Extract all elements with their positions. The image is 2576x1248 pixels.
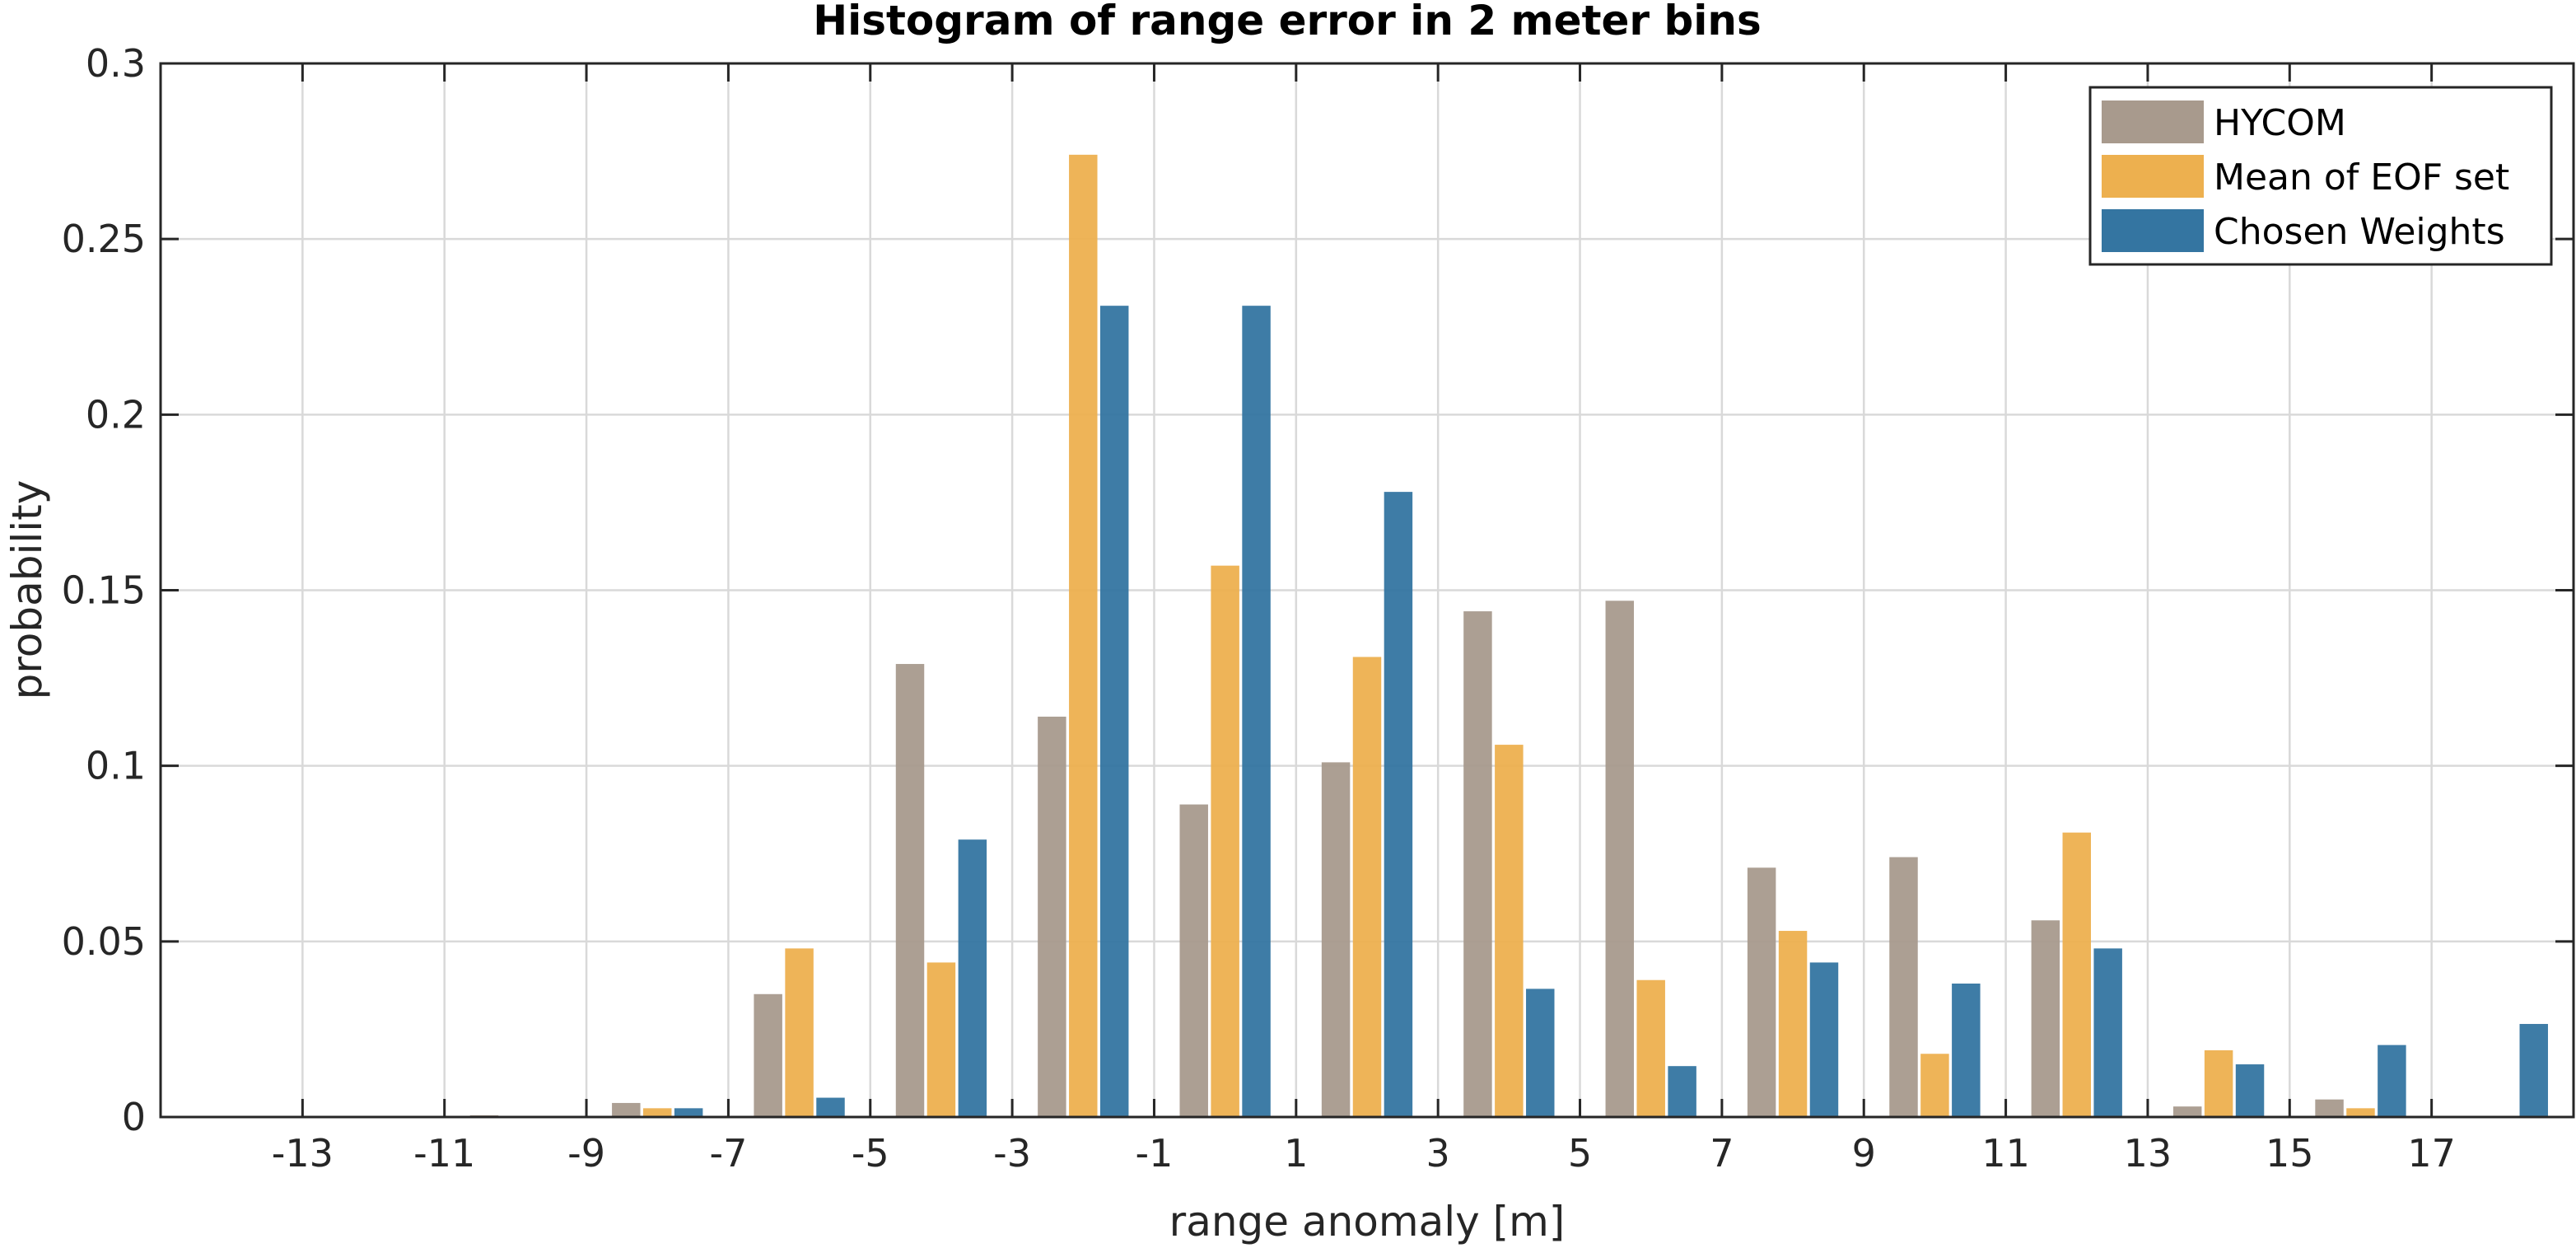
x-tick-label: -13 — [272, 1131, 334, 1176]
legend: HYCOM Mean of EOF set Chosen Weights — [2088, 86, 2553, 266]
y-tick-label: 0.25 — [62, 217, 146, 261]
bar-hycom — [1889, 857, 1918, 1117]
bar-hycom — [2031, 920, 2060, 1117]
x-tick-label: -7 — [709, 1131, 747, 1176]
bar-chosen-weights — [1099, 306, 1129, 1117]
x-tick-label: -5 — [852, 1131, 889, 1176]
bar-chosen-weights — [958, 839, 987, 1117]
bar-chosen-weights — [2235, 1064, 2265, 1117]
bar-mean-of-eof-set — [643, 1108, 672, 1117]
bar-hycom — [1179, 804, 1208, 1117]
bar-hycom — [2172, 1106, 2202, 1117]
bar-mean-of-eof-set — [785, 948, 814, 1117]
bar-mean-of-eof-set — [1352, 657, 1382, 1117]
bar-hycom — [754, 993, 782, 1117]
bar-hycom — [1463, 611, 1492, 1117]
y-axis-label: probability — [3, 480, 51, 700]
y-tick-label: 0.1 — [86, 744, 146, 788]
bar-chosen-weights — [1526, 989, 1555, 1117]
bar-hycom — [895, 664, 925, 1117]
bar-chosen-weights — [2378, 1045, 2406, 1117]
x-tick-label: -1 — [1136, 1131, 1174, 1176]
x-tick-label: 9 — [1852, 1131, 1876, 1176]
legend-swatch — [2102, 209, 2204, 252]
bars — [469, 154, 2548, 1117]
y-axis-ticks: 0 0.05 0.1 0.15 0.2 0.25 0.3 — [62, 41, 2574, 1139]
legend-label: Chosen Weights — [2214, 211, 2505, 253]
bar-mean-of-eof-set — [2204, 1049, 2233, 1117]
bar-chosen-weights — [1952, 983, 1981, 1117]
bar-chosen-weights — [1668, 1066, 1696, 1117]
chart-title: Histogram of range error in 2 meter bins — [813, 0, 1761, 44]
bar-mean-of-eof-set — [1069, 154, 1098, 1117]
x-tick-label: 3 — [1426, 1131, 1450, 1176]
bar-chosen-weights — [1809, 962, 1839, 1117]
bar-mean-of-eof-set — [1495, 745, 1524, 1117]
bar-hycom — [1605, 601, 1635, 1117]
bar-chosen-weights — [2093, 948, 2122, 1117]
y-tick-label: 0.2 — [86, 392, 146, 437]
bar-hycom — [1747, 867, 1776, 1117]
x-tick-label: 15 — [2266, 1131, 2314, 1176]
x-tick-label: 1 — [1284, 1131, 1308, 1176]
x-tick-label: 13 — [2124, 1131, 2172, 1176]
bar-mean-of-eof-set — [926, 962, 956, 1117]
bar-mean-of-eof-set — [1778, 931, 1808, 1117]
bar-chosen-weights — [1384, 492, 1413, 1117]
x-tick-label: -3 — [993, 1131, 1031, 1176]
bar-chosen-weights — [1242, 306, 1271, 1117]
bar-hycom — [612, 1102, 641, 1117]
legend-swatch — [2102, 100, 2204, 143]
y-tick-label: 0 — [122, 1095, 146, 1139]
y-tick-label: 0.15 — [62, 568, 146, 613]
legend-swatch — [2102, 155, 2204, 198]
x-tick-label: 7 — [1710, 1131, 1734, 1176]
bar-mean-of-eof-set — [2062, 832, 2091, 1117]
bar-hycom — [1038, 716, 1066, 1117]
x-tick-label: -9 — [567, 1131, 605, 1176]
legend-label: Mean of EOF set — [2214, 157, 2509, 199]
x-tick-label: 5 — [1568, 1131, 1592, 1176]
bar-chosen-weights — [816, 1097, 845, 1117]
x-tick-label: -11 — [413, 1131, 475, 1176]
x-tick-label: 17 — [2407, 1131, 2456, 1176]
bar-mean-of-eof-set — [1636, 979, 1665, 1117]
legend-label: HYCOM — [2214, 102, 2346, 144]
x-axis-label: range anomaly [m] — [1169, 1198, 1566, 1246]
x-axis-ticks: -13 -11 -9 -7 -5 -3 -1 1 3 5 7 9 11 13 15 17 — [272, 63, 2456, 1176]
bar-mean-of-eof-set — [2346, 1108, 2375, 1117]
bar-mean-of-eof-set — [1211, 565, 1239, 1117]
bar-chosen-weights — [674, 1108, 703, 1117]
y-tick-label: 0.3 — [86, 41, 146, 86]
bar-hycom — [1321, 762, 1351, 1117]
bar-chosen-weights — [2519, 1024, 2548, 1117]
bar-mean-of-eof-set — [1920, 1054, 1949, 1117]
x-tick-label: 11 — [1981, 1131, 2030, 1176]
y-tick-label: 0.05 — [62, 919, 146, 964]
bar-hycom — [2315, 1099, 2344, 1117]
